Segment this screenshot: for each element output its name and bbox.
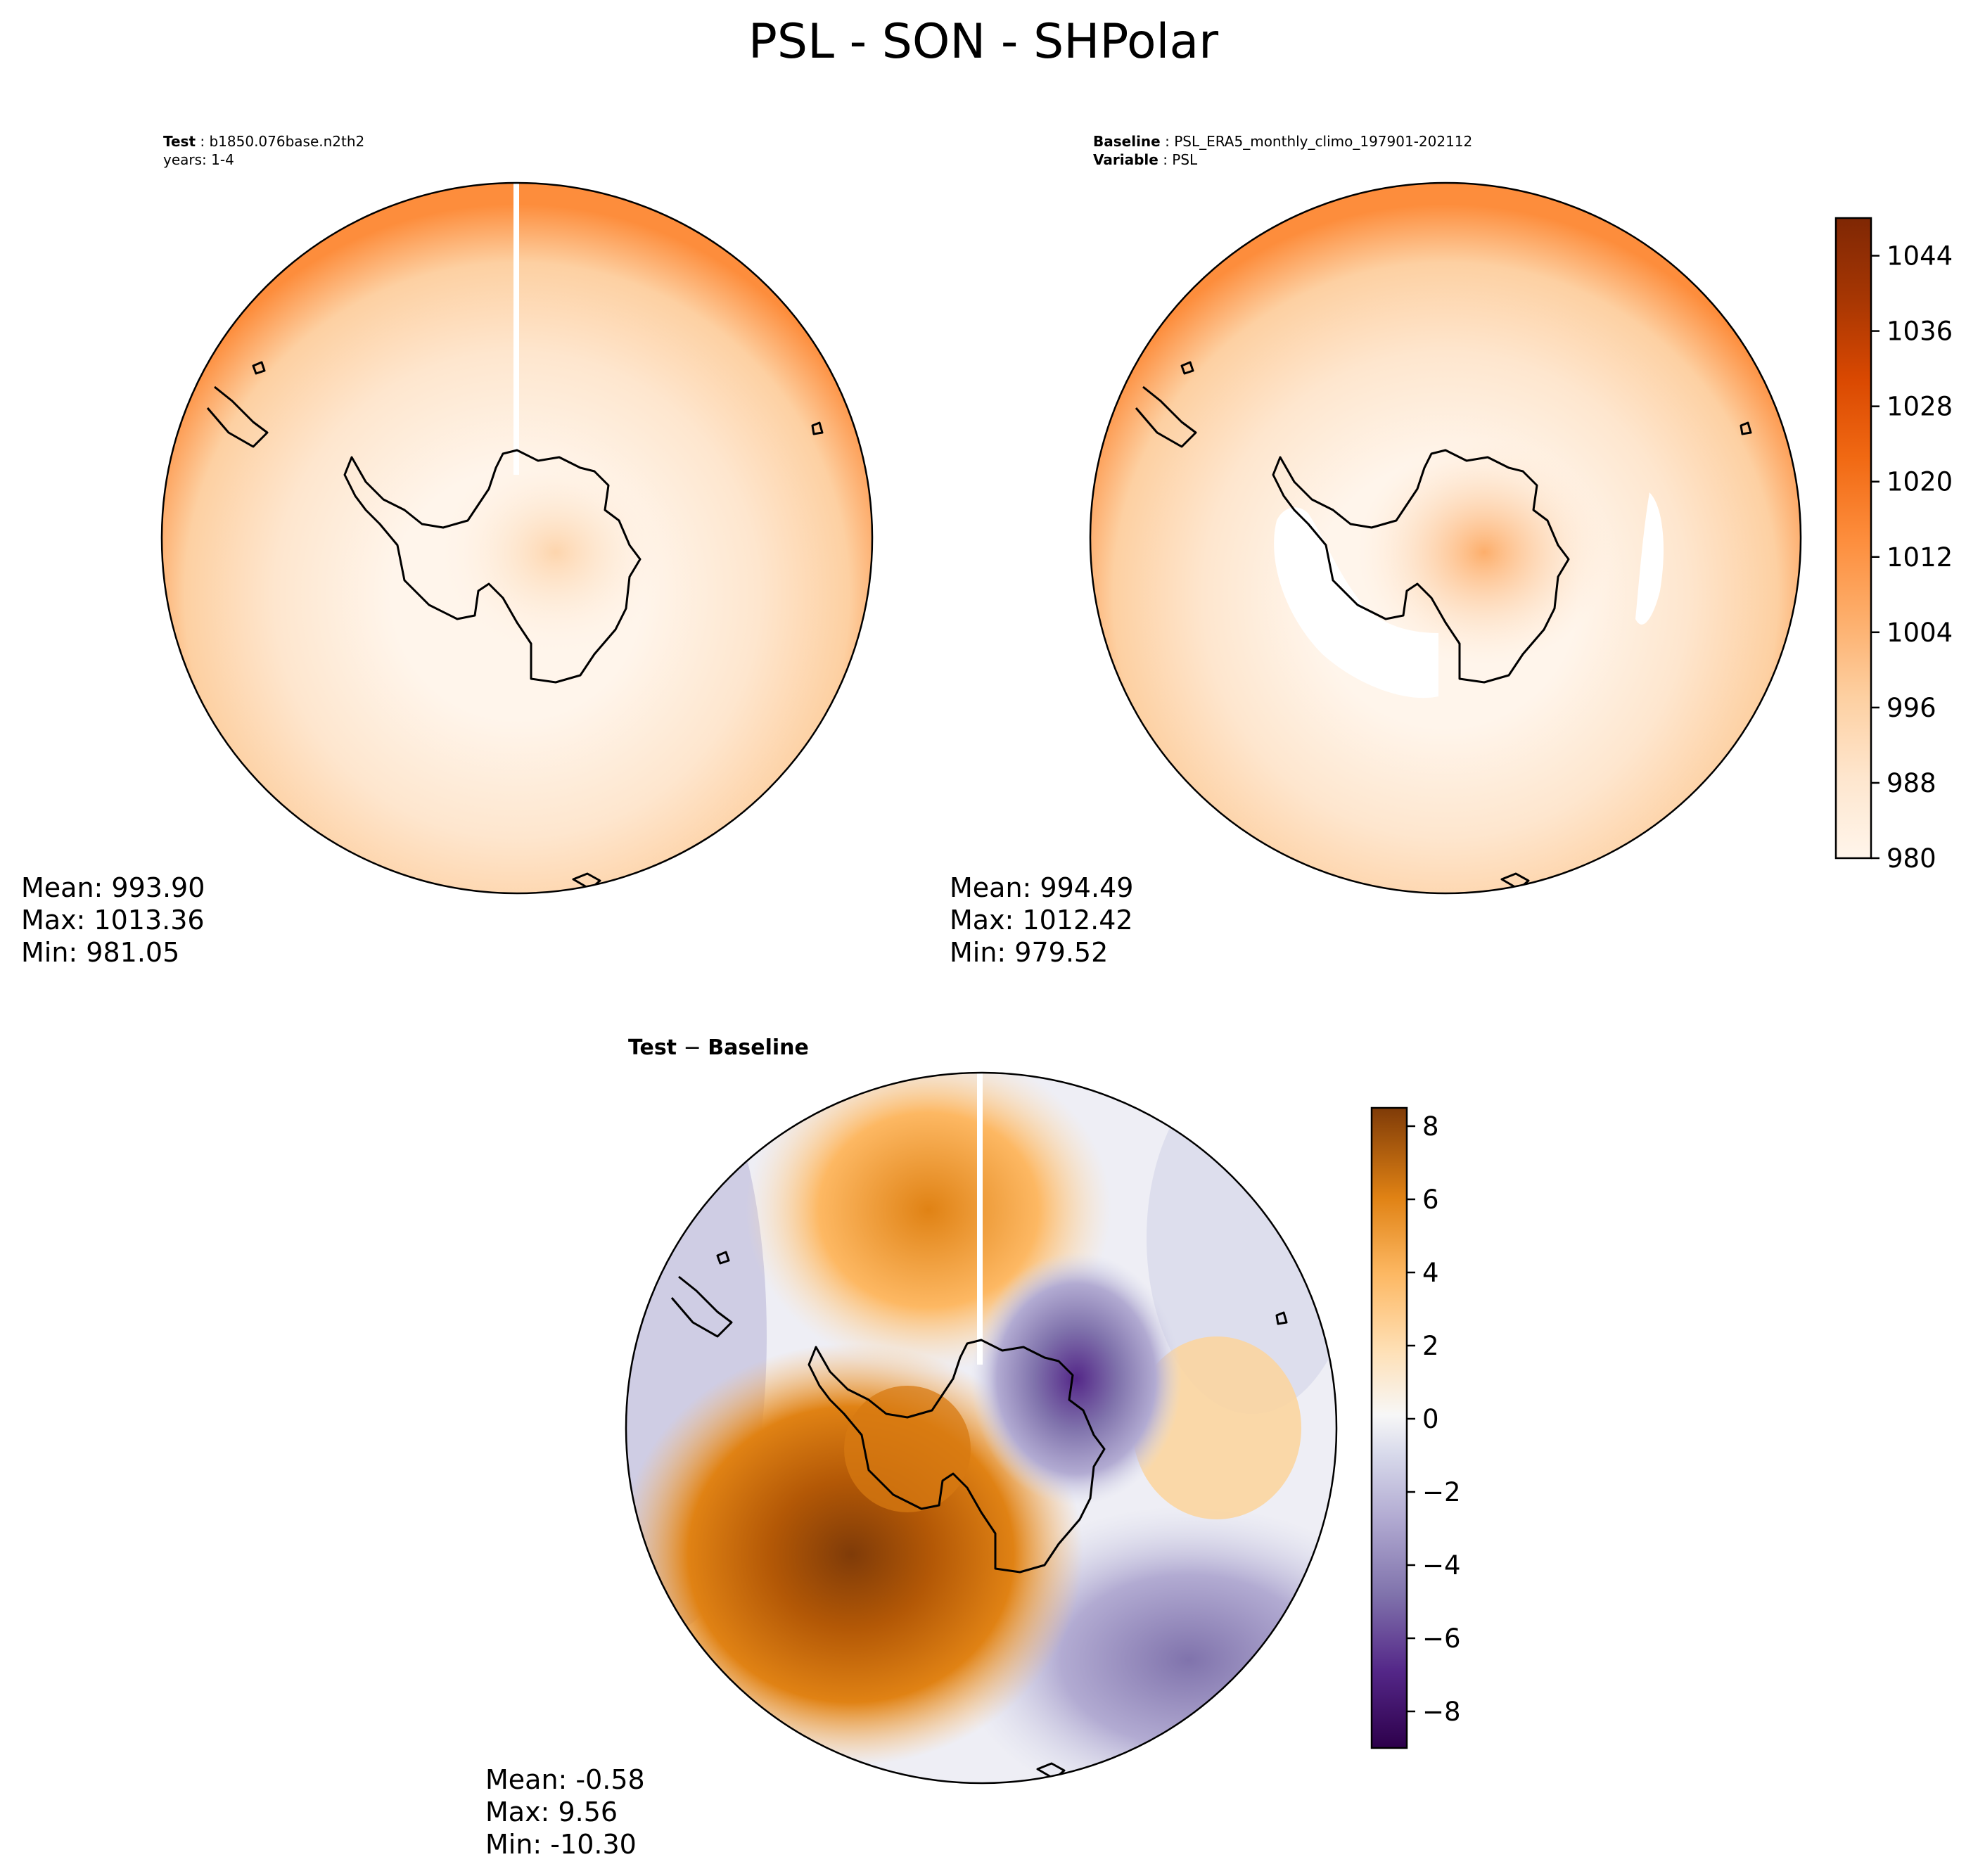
- diff-title-test: Test: [628, 1035, 677, 1060]
- diff-title-minus: −: [677, 1035, 708, 1060]
- psl-colorbar-tick-label-2: 996: [1887, 693, 1936, 723]
- diff-colorbar-tick-label-0: −8: [1422, 1697, 1461, 1727]
- test-mean: Mean: 993.90: [21, 872, 205, 903]
- diff-colorbar-bar: [1370, 1106, 1408, 1749]
- diff-missing-strip: [977, 1073, 983, 1365]
- baseline-subtitle-value: PSL: [1172, 151, 1198, 168]
- svg-text:Variable : PSL: Variable : PSL: [1093, 151, 1198, 168]
- baseline-title-value: PSL_ERA5_monthly_climo_197901-202112: [1174, 133, 1472, 150]
- test-subtitle: years: 1-4: [163, 151, 234, 168]
- diff-map-border: [625, 1071, 1338, 1785]
- baseline-low-pressure-east: [1635, 492, 1664, 625]
- test-min: Min: 981.05: [21, 937, 179, 968]
- psl-colorbar-tick-label-5: 1020: [1887, 467, 1953, 497]
- psl-colorbar-tick-label-7: 1036: [1887, 317, 1953, 347]
- psl-colorbar-tick-label-0: 980: [1887, 843, 1936, 874]
- svg-text:Test : b1850.076base.n2th2: Test : b1850.076base.n2th2: [163, 133, 364, 150]
- diff-max: Max: 9.56: [485, 1797, 618, 1827]
- psl-colorbar-tick-label-4: 1012: [1887, 542, 1953, 573]
- baseline-coastline: [1135, 361, 1752, 891]
- baseline-min: Min: 979.52: [950, 937, 1108, 968]
- baseline-map-border: [1089, 181, 1802, 895]
- test-missing-strip: [513, 183, 519, 475]
- diff-colorbar: −8 −6 −4 −2 0 2 4 6 8: [1370, 1106, 1461, 1749]
- psl-colorbar: 980 988 996 1004 1012 1020 1028 1036 1044: [1834, 217, 1953, 874]
- psl-colorbar-tick-label-3: 1004: [1887, 618, 1953, 648]
- diff-min: Min: -10.30: [485, 1829, 637, 1860]
- test-title-colon: :: [196, 133, 209, 150]
- baseline-subtitle-colon: :: [1159, 151, 1172, 168]
- diff-colorbar-tick-label-4: 0: [1422, 1404, 1439, 1434]
- diff-colorbar-tick-label-3: −2: [1422, 1477, 1461, 1507]
- panel-baseline: Baseline : PSL_ERA5_monthly_climo_197901…: [950, 133, 1953, 968]
- test-map-border: [160, 181, 874, 895]
- diff-coastline: [670, 1251, 1288, 1780]
- baseline-max: Max: 1012.42: [950, 905, 1133, 936]
- baseline-title-colon: :: [1161, 133, 1174, 150]
- panel-difference: Test − Baseline Mean: -0.58 Max: 9.56: [485, 1035, 1461, 1860]
- diff-colorbar-tick-label-2: −4: [1422, 1550, 1461, 1581]
- diff-colorbar-tick-label-8: 8: [1422, 1111, 1439, 1142]
- diff-negative-east-antarctica: [971, 1252, 1182, 1505]
- test-map: [162, 183, 872, 893]
- test-title-label: Test: [163, 133, 196, 150]
- baseline-mean: Mean: 994.49: [950, 872, 1133, 903]
- diff-positive-peninsula: [844, 1386, 971, 1512]
- test-coastline: [206, 361, 824, 891]
- psl-colorbar-tick-label-8: 1044: [1887, 241, 1953, 272]
- psl-colorbar-ticks: 980 988 996 1004 1012 1020 1028 1036 1044: [1871, 241, 1953, 874]
- diff-colorbar-tick-label-7: 6: [1422, 1185, 1439, 1215]
- test-continent-field: [436, 447, 675, 658]
- diff-colorbar-tick-label-1: −6: [1422, 1623, 1461, 1654]
- panel-test: Test : b1850.076base.n2th2 years: 1-4 Me…: [21, 133, 874, 968]
- baseline-map: [1090, 183, 1801, 893]
- psl-colorbar-tick-label-1: 988: [1887, 768, 1936, 798]
- figure-title: PSL - SON - SHPolar: [748, 14, 1218, 70]
- diff-title-baseline: Baseline: [708, 1035, 809, 1060]
- psl-colorbar-tick-label-6: 1028: [1887, 392, 1953, 422]
- test-title-value: b1850.076base.n2th2: [209, 133, 364, 150]
- baseline-title-label: Baseline: [1093, 133, 1161, 150]
- diff-mean: Mean: -0.58: [485, 1764, 645, 1795]
- svg-text:Baseline : PSL_ERA5_monthly_cl: Baseline : PSL_ERA5_monthly_climo_197901…: [1093, 133, 1472, 150]
- test-max: Max: 1013.36: [21, 905, 205, 936]
- diff-map: [626, 1073, 1336, 1783]
- psl-colorbar-bar: [1834, 217, 1872, 860]
- diff-colorbar-tick-label-6: 4: [1422, 1258, 1439, 1288]
- svg-text:Test − Baseline: Test − Baseline: [628, 1035, 809, 1060]
- diff-colorbar-ticks: −8 −6 −4 −2 0 2 4 6 8: [1407, 1111, 1461, 1727]
- diff-colorbar-tick-label-5: 2: [1422, 1331, 1439, 1361]
- baseline-subtitle-label: Variable: [1093, 151, 1159, 168]
- baseline-continent-field: [1358, 440, 1611, 665]
